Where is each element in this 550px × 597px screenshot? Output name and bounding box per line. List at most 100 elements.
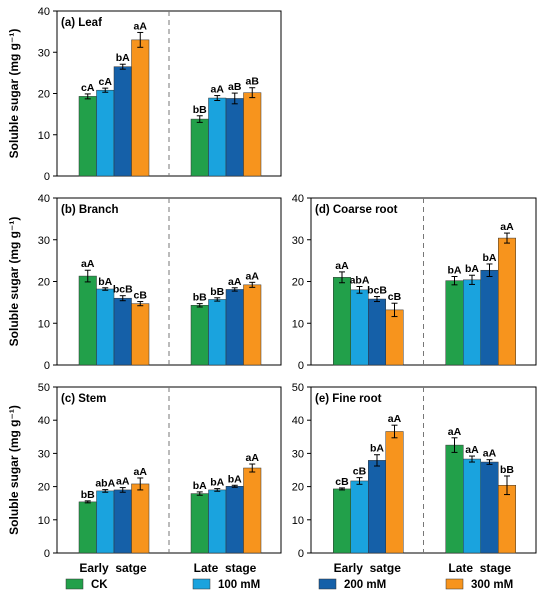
panel-title: (d) Coarse root xyxy=(315,204,398,216)
significance-label: bA xyxy=(210,477,224,489)
y-tick-label: 0 xyxy=(44,171,50,183)
bar xyxy=(78,96,97,177)
bar xyxy=(243,467,262,554)
y-tick-label: 0 xyxy=(44,360,50,372)
bar xyxy=(225,98,244,177)
bar xyxy=(225,486,244,554)
x-category-label: Late stage xyxy=(448,561,511,575)
bar xyxy=(113,489,132,554)
bar xyxy=(498,485,516,554)
significance-label: aB xyxy=(228,81,242,93)
bar xyxy=(131,39,150,177)
bar xyxy=(498,237,516,366)
bar xyxy=(350,289,369,366)
y-tick-label: 10 xyxy=(292,318,304,330)
significance-label: aA xyxy=(134,466,148,478)
bar xyxy=(480,461,499,554)
bar xyxy=(243,284,262,366)
legend-item: 100 mM xyxy=(192,578,260,591)
legend-swatch xyxy=(318,578,337,590)
x-category-label: Late stage xyxy=(194,561,257,575)
bar xyxy=(113,297,132,366)
bar xyxy=(385,309,404,366)
significance-label: aA xyxy=(483,448,497,460)
legend-swatch xyxy=(445,578,464,590)
legend-item: 300 mM xyxy=(445,578,513,591)
significance-label: cA xyxy=(99,76,113,88)
legend-label: CK xyxy=(91,579,108,591)
significance-label: cB xyxy=(335,476,349,488)
significance-label: aA xyxy=(335,260,349,272)
y-tick-label: 20 xyxy=(38,89,50,101)
significance-label: bA xyxy=(228,473,242,485)
y-tick-label: 40 xyxy=(38,193,50,205)
significance-label: aA xyxy=(388,413,402,425)
significance-label: aA xyxy=(81,258,95,270)
significance-label: bB xyxy=(210,286,224,298)
y-tick-label: 40 xyxy=(38,415,50,427)
bar xyxy=(350,480,369,554)
significance-label: aB xyxy=(246,76,260,88)
y-tick-label: 0 xyxy=(44,548,50,560)
bar xyxy=(78,275,97,366)
legend-item: 200 mM xyxy=(318,578,386,591)
significance-label: aA xyxy=(246,452,260,464)
y-tick-label: 10 xyxy=(38,515,50,527)
significance-label: aA xyxy=(246,270,260,282)
bar xyxy=(78,501,97,554)
legend-label: 300 mM xyxy=(471,579,513,591)
y-tick-label: 30 xyxy=(292,235,304,247)
significance-label: aA xyxy=(465,444,479,456)
bar xyxy=(131,303,150,366)
significance-label: bA xyxy=(483,252,497,264)
y-tick-label: 30 xyxy=(38,47,50,59)
y-tick-label: 10 xyxy=(38,130,50,142)
y-tick-label: 40 xyxy=(292,415,304,427)
significance-label: aA xyxy=(211,84,225,96)
bar xyxy=(445,444,464,554)
bar xyxy=(243,92,262,177)
bar xyxy=(208,97,227,177)
legend: CK 100 mM 200 mM 300 mM xyxy=(65,578,513,591)
significance-label: bB xyxy=(81,489,95,501)
y-tick-label: 30 xyxy=(292,448,304,460)
panel-title: (c) Stem xyxy=(61,393,106,405)
y-axis-title: Soluble sugar (mg g⁻¹) xyxy=(7,405,21,535)
significance-label: bA xyxy=(370,443,384,455)
panel-title: (a) Leaf xyxy=(61,17,102,29)
y-tick-label: 0 xyxy=(298,548,304,560)
bar xyxy=(190,493,209,554)
y-tick-label: 10 xyxy=(292,515,304,527)
y-tick-label: 30 xyxy=(38,448,50,460)
y-axis-title: Soluble sugar (mg g⁻¹) xyxy=(7,217,21,347)
significance-label: aA xyxy=(228,276,242,288)
significance-label: bB xyxy=(193,292,207,304)
legend-label: 100 mM xyxy=(218,579,260,591)
bar xyxy=(208,299,227,366)
bar xyxy=(225,289,244,366)
bar xyxy=(333,277,351,366)
legend-label: 200 mM xyxy=(344,579,386,591)
y-tick-label: 50 xyxy=(292,382,304,394)
significance-label: bA xyxy=(448,264,462,276)
y-axis-title: Soluble sugar (mg g⁻¹) xyxy=(7,29,21,159)
y-tick-label: 20 xyxy=(38,277,50,289)
y-tick-label: 50 xyxy=(38,382,50,394)
legend-swatch xyxy=(65,578,84,590)
significance-label: bA xyxy=(116,52,130,64)
significance-label: cA xyxy=(81,82,95,94)
significance-label: abA xyxy=(350,275,370,287)
significance-label: bcB xyxy=(113,284,133,296)
y-tick-label: 20 xyxy=(38,482,50,494)
bar xyxy=(385,431,404,554)
y-tick-label: 20 xyxy=(292,482,304,494)
bar xyxy=(208,489,227,554)
significance-label: aA xyxy=(448,426,462,438)
x-category-label: Early satge xyxy=(334,561,402,575)
significance-label: bA xyxy=(98,276,112,288)
significance-label: aA xyxy=(134,20,148,32)
